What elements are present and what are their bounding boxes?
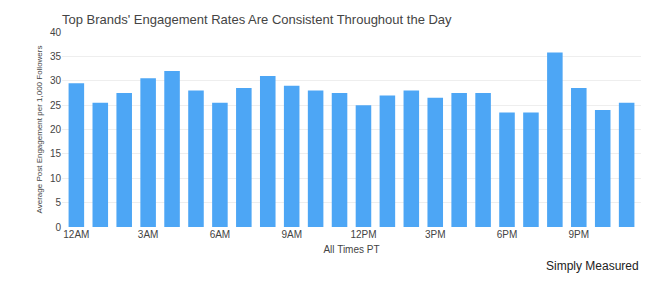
svg-text:12AM: 12AM xyxy=(63,229,89,240)
svg-text:6AM: 6AM xyxy=(210,229,231,240)
svg-text:10: 10 xyxy=(50,173,62,184)
svg-text:12PM: 12PM xyxy=(350,229,376,240)
svg-text:Top Brands' Engagement Rates A: Top Brands' Engagement Rates Are Consist… xyxy=(62,12,452,27)
svg-text:25: 25 xyxy=(50,100,62,111)
svg-text:20: 20 xyxy=(50,124,62,135)
svg-text:9AM: 9AM xyxy=(281,229,302,240)
svg-text:All Times PT: All Times PT xyxy=(323,244,379,255)
svg-text:30: 30 xyxy=(50,75,62,86)
svg-text:15: 15 xyxy=(50,148,62,159)
svg-text:40: 40 xyxy=(50,27,62,38)
svg-text:3AM: 3AM xyxy=(138,229,159,240)
svg-text:0: 0 xyxy=(55,222,61,233)
svg-text:35: 35 xyxy=(50,51,62,62)
svg-text:6PM: 6PM xyxy=(497,229,518,240)
svg-text:5: 5 xyxy=(55,197,61,208)
svg-text:Simply Measured: Simply Measured xyxy=(546,259,639,273)
svg-text:9PM: 9PM xyxy=(569,229,590,240)
svg-text:3PM: 3PM xyxy=(425,229,446,240)
svg-text:Average Post Engagement per 1,: Average Post Engagement per 1,000 Follow… xyxy=(35,46,44,214)
